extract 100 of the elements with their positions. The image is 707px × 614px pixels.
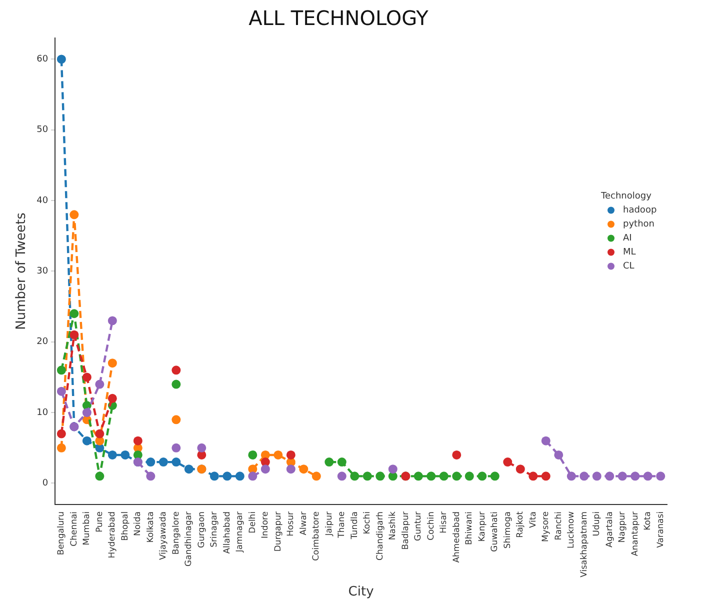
point — [388, 464, 398, 474]
point — [643, 472, 652, 481]
x-tick-label: Mumbai — [82, 511, 92, 546]
x-tick-label: Nashik — [388, 511, 398, 540]
x-tick-label: Bhiwani — [464, 511, 475, 545]
point — [478, 472, 487, 481]
point — [414, 472, 423, 481]
point — [172, 366, 181, 375]
point — [286, 464, 296, 474]
point — [82, 372, 92, 382]
point — [554, 450, 564, 460]
point — [452, 450, 462, 460]
point — [95, 380, 104, 389]
point — [82, 408, 92, 418]
x-tick-label: Varanasi — [656, 511, 666, 548]
point — [464, 472, 474, 481]
point — [172, 415, 181, 424]
x-tick-label: Bangalore — [171, 511, 182, 555]
x-tick-label: Mysore — [541, 511, 552, 542]
point — [146, 458, 156, 467]
point — [184, 464, 194, 474]
point — [656, 472, 666, 481]
point — [172, 458, 181, 467]
x-tick-label: Guwahati — [490, 511, 500, 552]
point — [592, 472, 602, 481]
point — [299, 464, 308, 474]
x-tick-label: Gandhinagar — [184, 510, 194, 566]
x-tick-label: Lucknow — [566, 511, 577, 549]
point — [503, 458, 512, 467]
x-tick-label: Udupi — [592, 511, 602, 536]
x-axis-title: City — [348, 584, 374, 600]
x-tick-label: Kota — [643, 511, 654, 530]
x-tick-label: Jaipur — [324, 510, 334, 537]
point — [376, 472, 385, 481]
x-tick-label: Hyderabad — [108, 511, 118, 558]
legend-label: ML — [623, 248, 636, 258]
point — [172, 443, 181, 452]
y-tick-label: 40 — [36, 196, 48, 206]
point — [426, 472, 436, 481]
point — [452, 472, 462, 481]
point — [566, 472, 576, 481]
point — [605, 472, 614, 481]
point — [158, 458, 168, 467]
y-axis-title: Number of Tweets — [14, 212, 30, 330]
x-tick-label: Badlapur — [400, 510, 411, 550]
x-tick-label: Thane — [337, 511, 348, 539]
legend-title: Technology — [600, 192, 652, 202]
point — [108, 316, 117, 326]
x-tick-label: Ahmedabad — [452, 511, 462, 563]
point — [286, 450, 296, 460]
point — [248, 450, 258, 460]
point — [312, 472, 321, 481]
point — [274, 450, 283, 460]
point — [172, 380, 181, 389]
point — [439, 472, 448, 481]
point — [197, 443, 206, 452]
x-tick-label: Ranchi — [554, 511, 564, 540]
x-tick-label: Guntur — [414, 510, 424, 542]
x-tick-label: Kolkata — [146, 511, 156, 543]
x-tick-label: Coimbatore — [312, 511, 322, 561]
point — [133, 436, 142, 446]
point — [528, 472, 538, 481]
x-tick-label: Bhopal — [120, 511, 130, 541]
point — [618, 472, 627, 481]
x-tick-label: Srinagar — [210, 510, 220, 548]
x-tick-label: Vijayawada — [158, 511, 169, 560]
x-tick-label: Chennai — [69, 511, 80, 546]
x-tick-label: Allahabad — [222, 511, 232, 554]
point — [260, 464, 270, 474]
point — [120, 450, 130, 460]
x-tick-label: Indore — [260, 511, 271, 538]
y-tick-label: 20 — [36, 337, 48, 348]
point — [70, 210, 79, 220]
x-tick-label: Durgapur — [273, 510, 284, 552]
x-tick-label: Noida — [133, 511, 144, 536]
legend-label: AI — [623, 234, 632, 244]
x-tick-label: Jamnagar — [235, 510, 246, 554]
x-tick-label: Nagpur — [618, 510, 628, 543]
chart-title: ALL TECHNOLOGY — [248, 6, 430, 30]
x-tick-label: Gurgaon — [196, 511, 207, 548]
point — [248, 472, 258, 481]
x-tick-label: Rajkot — [516, 510, 526, 538]
point — [337, 472, 346, 481]
x-tick-label: Hosur — [286, 510, 296, 536]
x-tick-label: Hisar — [439, 510, 450, 534]
x-tick-label: Kanpur — [477, 510, 488, 542]
point — [56, 429, 66, 438]
legend-label: hadoop — [623, 206, 657, 216]
point — [56, 386, 66, 396]
point — [82, 436, 92, 446]
x-tick-label: Bengaluru — [56, 511, 67, 556]
point — [70, 309, 79, 318]
x-tick-label: Anantapur — [630, 510, 640, 556]
point — [56, 54, 66, 64]
point — [70, 330, 79, 340]
point — [146, 472, 156, 481]
y-tick-label: 60 — [36, 54, 48, 65]
point — [630, 472, 640, 481]
x-tick-label: Shimoga — [502, 511, 513, 549]
point — [95, 429, 104, 438]
